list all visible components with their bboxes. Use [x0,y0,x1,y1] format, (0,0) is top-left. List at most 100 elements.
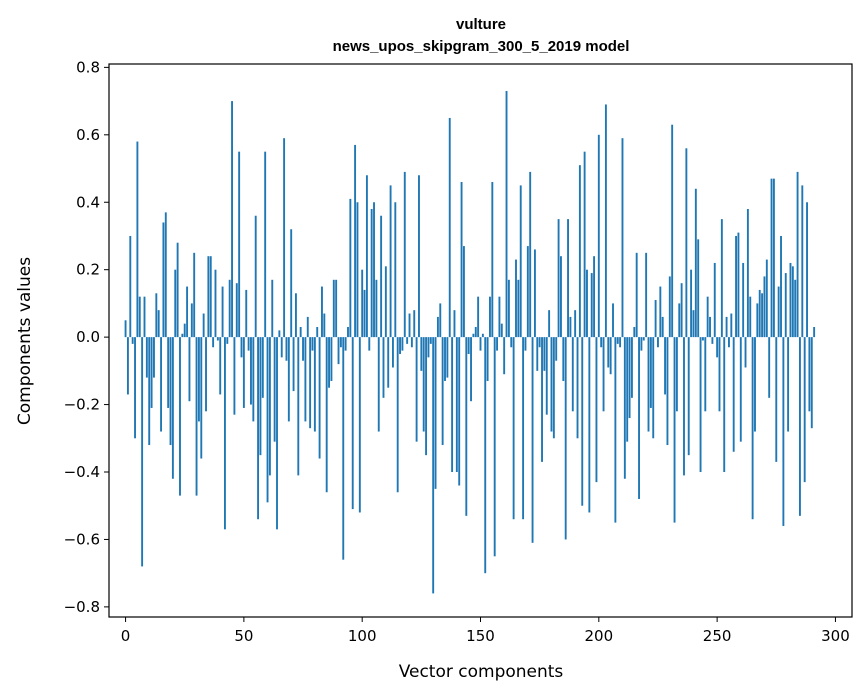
bar-103 [368,337,371,351]
bar-265 [751,337,754,520]
bar-52 [247,337,250,351]
bar-86 [328,337,330,388]
bar-203 [604,104,607,338]
bar-80 [313,337,316,432]
bar-107 [377,337,380,432]
bar-54 [252,337,255,422]
bar-177 [543,337,546,371]
bar-218 [640,337,643,351]
bar-211 [623,337,626,479]
bar-188 [569,316,572,338]
bar-37 [212,337,215,348]
bar-194 [583,151,586,338]
bar-154 [489,296,491,338]
bar-184 [560,256,562,338]
bar-115 [396,337,399,493]
bar-284 [796,171,799,338]
bar-137 [448,117,451,338]
bar-129 [429,337,432,344]
bar-64 [276,337,278,530]
chart-title-group: vulture news_upos_skipgram_300_5_2019 mo… [333,16,630,55]
bar-57 [259,337,262,456]
bar-261 [742,262,745,338]
bar-216 [635,252,638,338]
bar-198 [593,256,596,338]
bar-72 [294,293,297,338]
bar-30 [195,337,198,496]
bar-223 [652,337,655,439]
bar-121 [410,337,413,348]
bar-8 [143,296,146,338]
bar-43 [226,337,229,344]
bar-251 [718,337,721,412]
bar-227 [661,316,664,338]
bar-291 [813,327,816,338]
bar-210 [621,138,624,338]
bar-200 [597,134,600,338]
bar-6 [138,296,141,338]
bar-180 [550,337,553,432]
bar-167 [519,185,522,338]
bar-139 [453,310,456,338]
bar-157 [496,337,499,351]
bar-213 [628,337,631,419]
bar-207 [614,337,617,523]
bar-187 [567,219,569,338]
bar-85 [325,337,328,493]
bar-104 [370,208,373,338]
bar-31 [197,337,200,422]
bar-286 [801,185,804,338]
bar-108 [380,215,383,338]
bar-217 [638,337,640,499]
bar-49 [240,337,243,358]
bar-149 [477,296,480,338]
bar-269 [761,293,764,338]
bar-136 [446,337,449,378]
bar-158 [498,296,501,338]
bar-83 [321,286,323,338]
bar-33 [202,313,205,338]
bar-222 [649,337,652,408]
bar-120 [408,313,411,338]
bar-175 [538,337,541,348]
bar-13 [155,293,158,338]
bar-274 [772,178,775,338]
bar-176 [541,337,543,462]
bar-135 [444,337,446,381]
bar-46 [233,337,236,415]
bar-201 [600,337,603,348]
bar-76 [304,337,307,422]
y-tick-label: −0.2 [64,396,100,414]
bar-161 [505,90,508,338]
y-tick-label: −0.8 [64,598,100,616]
bar-240 [692,310,695,338]
bar-12 [153,337,155,378]
bar-125 [420,337,423,371]
bar-208 [616,337,619,344]
x-tick-label: 250 [703,627,732,645]
bar-281 [789,262,792,338]
bar-191 [576,337,579,439]
bar-99 [358,337,361,513]
bar-92 [342,337,345,560]
bar-226 [659,286,662,338]
bar-101 [363,289,366,338]
bar-68 [285,337,288,361]
y-tick-label: −0.4 [64,463,100,481]
bar-38 [214,269,217,338]
bar-275 [775,337,778,462]
bar-73 [297,337,300,476]
bar-231 [671,124,674,338]
bar-168 [522,337,525,520]
bar-254 [725,316,728,338]
bar-111 [387,337,390,388]
bar-112 [389,185,392,338]
bar-236 [683,337,685,476]
bar-0 [124,320,127,338]
bar-169 [524,337,527,351]
bar-276 [777,286,780,338]
bar-50 [242,337,245,408]
bar-259 [737,232,740,338]
bar-164 [512,337,515,520]
